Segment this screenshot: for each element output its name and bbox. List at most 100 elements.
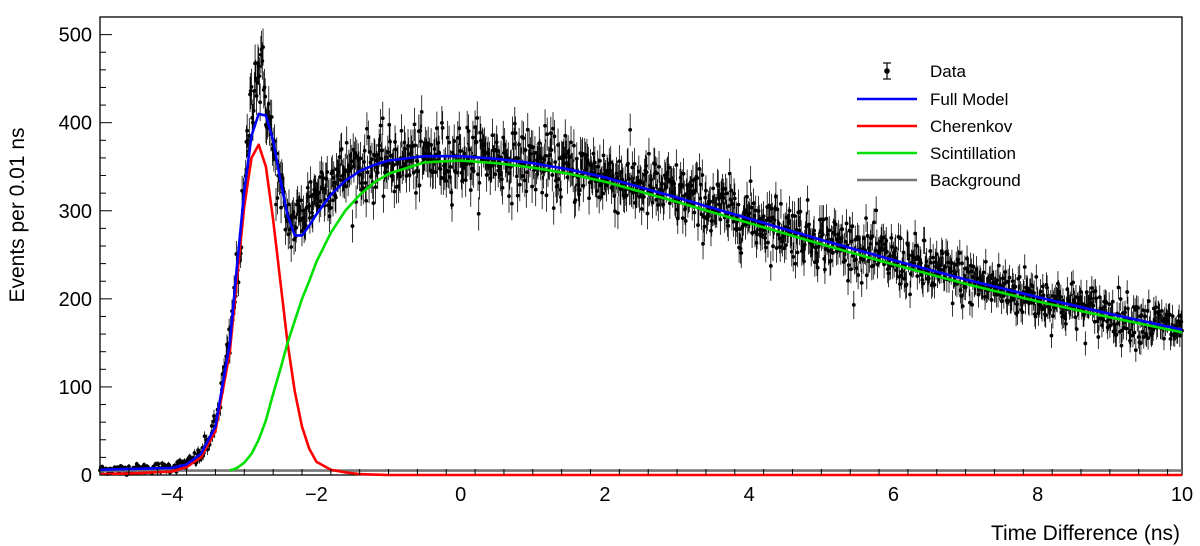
data-point xyxy=(792,214,797,218)
data-point xyxy=(388,153,393,158)
data-point xyxy=(871,263,876,268)
data-point xyxy=(548,153,553,157)
data-point xyxy=(477,180,482,185)
legend-label-cherenkov: Cherenkov xyxy=(930,117,1013,136)
data-point xyxy=(626,161,630,166)
data-point xyxy=(1089,300,1094,305)
data-point xyxy=(738,246,743,251)
data-point xyxy=(843,239,848,244)
data-point xyxy=(689,183,694,188)
data-point xyxy=(1126,306,1130,311)
data-point xyxy=(350,224,355,228)
data-point xyxy=(854,266,859,271)
data-point xyxy=(445,135,450,140)
data-point xyxy=(245,128,250,133)
data-point xyxy=(595,189,599,194)
data-point xyxy=(361,186,366,190)
data-point xyxy=(969,269,974,274)
data-point xyxy=(1120,328,1125,333)
data-point xyxy=(1063,321,1068,326)
data-point xyxy=(918,261,923,265)
data-point xyxy=(1110,299,1115,304)
data-point xyxy=(873,248,878,253)
data-point xyxy=(328,206,333,210)
data-point xyxy=(289,245,294,249)
data-point xyxy=(1146,299,1151,303)
data-point xyxy=(1132,330,1137,335)
data-point xyxy=(868,241,873,246)
y-tick-label: 300 xyxy=(59,201,92,223)
data-point xyxy=(562,161,567,166)
data-point xyxy=(466,129,471,133)
data-point xyxy=(1097,295,1102,300)
data-point xyxy=(307,204,312,208)
data-point xyxy=(1146,336,1150,341)
data-point xyxy=(726,223,731,228)
data-point xyxy=(959,294,964,299)
data-point xyxy=(1048,308,1052,312)
data-point xyxy=(258,100,263,105)
data-point xyxy=(815,265,820,270)
data-point xyxy=(1007,275,1012,280)
data-point xyxy=(825,232,830,237)
data-point xyxy=(639,180,643,185)
data-point xyxy=(844,221,849,226)
data-point xyxy=(248,89,253,93)
data-point xyxy=(797,228,802,233)
data-point xyxy=(1145,308,1150,313)
data-point xyxy=(336,174,340,178)
data-point xyxy=(739,251,744,255)
data-point xyxy=(545,132,550,137)
data-point xyxy=(730,202,735,207)
scintillation-curve xyxy=(229,159,1183,472)
data-point xyxy=(981,270,986,275)
legend-label-full-model: Full Model xyxy=(930,90,1008,109)
data-point xyxy=(484,173,489,177)
data-point xyxy=(1041,293,1046,298)
data-point xyxy=(365,170,370,175)
data-point xyxy=(983,295,987,299)
data-point xyxy=(325,170,330,174)
data-point xyxy=(417,183,422,188)
data-point xyxy=(1050,294,1055,298)
data-point xyxy=(331,175,336,180)
data-point xyxy=(723,187,728,191)
data-point xyxy=(287,202,291,207)
data-point xyxy=(1020,310,1025,315)
data-point xyxy=(709,219,714,223)
data-point xyxy=(438,167,443,172)
data-point xyxy=(1091,303,1096,308)
data-point xyxy=(641,194,646,199)
data-point xyxy=(595,164,600,169)
data-point xyxy=(946,260,951,265)
data-point xyxy=(167,463,172,468)
x-tick-label: 10 xyxy=(1171,484,1193,506)
data-point xyxy=(1099,306,1104,311)
data-point xyxy=(851,303,856,307)
data-point xyxy=(516,156,521,161)
data-point xyxy=(898,282,902,286)
data-point xyxy=(846,278,850,283)
data-point xyxy=(499,177,504,182)
data-point xyxy=(881,235,886,240)
data-point xyxy=(893,246,898,251)
data-point xyxy=(779,201,783,206)
data-point xyxy=(1058,295,1063,299)
data-point xyxy=(685,183,690,188)
data-point xyxy=(999,299,1004,304)
data-point xyxy=(1125,290,1130,294)
data-point xyxy=(608,160,613,165)
data-point xyxy=(983,259,988,264)
data-point xyxy=(704,188,708,193)
data-point xyxy=(450,203,454,207)
data-point xyxy=(699,212,704,217)
data-point xyxy=(522,178,527,183)
data-point xyxy=(1128,338,1132,343)
data-point xyxy=(156,462,161,466)
data-point xyxy=(654,197,659,202)
data-point xyxy=(614,171,619,176)
data-point xyxy=(1022,265,1027,269)
data-point xyxy=(249,85,254,89)
data-point xyxy=(722,195,726,200)
series-layer xyxy=(98,28,1184,477)
